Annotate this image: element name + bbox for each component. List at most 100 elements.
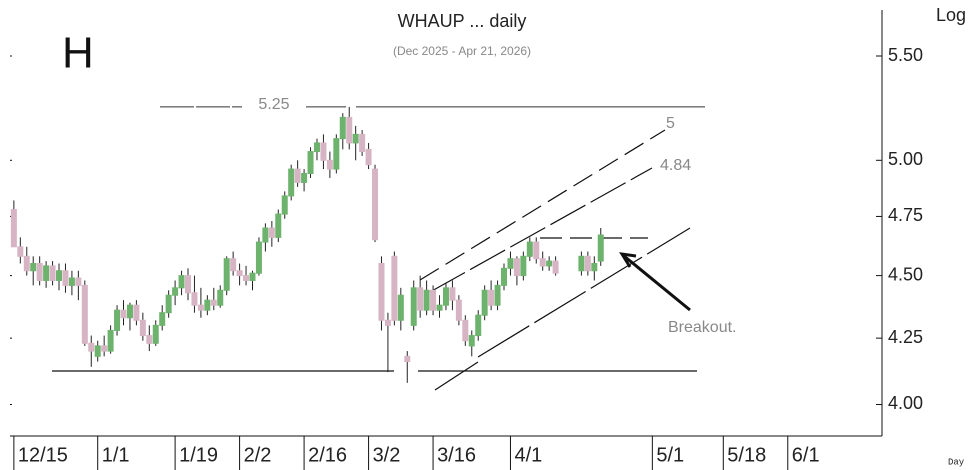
y-tick-label: 4.25: [888, 327, 923, 347]
candle-body: [159, 312, 166, 326]
scale-label: Log: [936, 5, 966, 25]
candle-body: [597, 234, 604, 262]
candle-body: [391, 255, 398, 321]
candle-body: [17, 246, 24, 257]
candle-body: [184, 275, 191, 294]
candle-body: [326, 159, 333, 170]
arrow-head: [619, 252, 637, 268]
candle-body: [152, 324, 159, 344]
x-tick-label: 3/2: [373, 444, 401, 466]
candle-body: [339, 116, 346, 140]
candle-body: [172, 287, 179, 296]
chart-title: WHAUP ... daily: [398, 11, 527, 31]
candle-body: [352, 133, 359, 144]
candle-body: [204, 299, 211, 311]
candle-body: [210, 299, 217, 306]
channel-line: [477, 227, 691, 358]
candle-body: [88, 342, 95, 352]
annotation: H: [62, 29, 94, 78]
candle-body: [365, 148, 372, 166]
candle-body: [126, 304, 133, 319]
candle-body: [359, 133, 366, 153]
candle-body: [230, 258, 237, 272]
candle-body: [288, 168, 295, 197]
candle-body: [68, 277, 75, 286]
x-tick-label: 2/2: [244, 444, 272, 466]
candle-body: [133, 304, 140, 321]
candle-body: [255, 241, 262, 274]
x-tick-label: 1/19: [179, 444, 218, 466]
candle-body: [488, 289, 495, 306]
candle-body: [294, 168, 301, 183]
candle-body: [43, 265, 50, 281]
candle-body: [75, 277, 82, 286]
candle-body: [436, 304, 443, 311]
candle-body: [546, 260, 553, 267]
candle-body: [313, 142, 320, 153]
candle-body: [417, 287, 424, 311]
candle-body: [449, 287, 456, 301]
candle-body: [249, 272, 256, 281]
candle-body: [346, 116, 353, 144]
candle-body: [101, 345, 108, 352]
candle-body: [423, 289, 430, 311]
x-tick-label: 5/1: [656, 444, 684, 466]
candle-body: [501, 267, 508, 286]
candle-body: [507, 258, 514, 269]
arrow: [623, 254, 691, 312]
annotation: 4.84: [660, 157, 691, 174]
candle-body: [81, 284, 88, 344]
channel-line: [429, 167, 653, 293]
level-label: 5.25: [258, 96, 289, 113]
candle-body: [301, 173, 308, 183]
candle-body: [49, 265, 56, 281]
candle-body: [114, 309, 121, 331]
candle-body: [217, 289, 224, 306]
candle-body: [591, 263, 598, 272]
candle-body: [223, 258, 230, 291]
chart-subtitle: (Dec 2025 - Apr 21, 2026): [393, 44, 531, 58]
candle-body: [462, 319, 469, 342]
x-tick-label: 5/18: [727, 444, 766, 466]
candle-body: [533, 241, 540, 260]
candle-body: [333, 138, 340, 170]
candle-body: [578, 255, 585, 272]
candle-body: [455, 299, 462, 321]
candle-body: [475, 314, 482, 337]
candle-body: [30, 263, 37, 272]
x-tick-label: 12/15: [18, 444, 68, 466]
candle-body: [494, 284, 501, 306]
candle-body: [384, 319, 391, 326]
channel-line: [419, 129, 666, 281]
x-tick-label: 3/16: [437, 444, 476, 466]
candle-body: [23, 255, 30, 272]
x-tick-label: 6/1: [792, 444, 820, 466]
candle-body: [481, 289, 488, 316]
y-tick-label: 4.50: [888, 264, 923, 284]
candle-body: [178, 275, 185, 289]
y-tick-label: 5.50: [888, 45, 923, 65]
candle-body: [94, 345, 101, 357]
candle-body: [520, 255, 527, 277]
candle-body: [268, 227, 275, 238]
candle-body: [165, 294, 172, 314]
candle-body: [10, 209, 17, 248]
candle-body: [275, 213, 282, 238]
candle-body: [410, 287, 417, 326]
trend-lines: [52, 129, 697, 391]
candle-body: [107, 329, 114, 352]
candle-body: [320, 142, 327, 161]
candle-body: [36, 263, 43, 281]
candle-body: [236, 270, 243, 277]
candle-body: [526, 241, 533, 257]
candle-body: [404, 355, 411, 363]
y-tick-label: 4.00: [888, 393, 923, 413]
candle-body: [139, 319, 146, 337]
candle-body: [378, 263, 385, 321]
candle-body: [397, 294, 404, 321]
candle-body: [442, 287, 449, 306]
candle-body: [552, 260, 559, 274]
candle-body: [372, 168, 379, 241]
